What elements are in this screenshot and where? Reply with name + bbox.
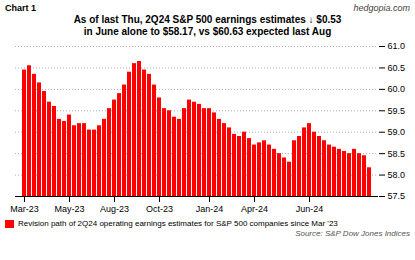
svg-text:57.5: 57.5	[388, 191, 406, 201]
svg-text:60.5: 60.5	[388, 63, 406, 73]
svg-text:59.0: 59.0	[388, 127, 406, 137]
html-text:in June alone to $58.17, vs $6: in June alone to $58.17, vs $60.63 expec…	[83, 26, 332, 37]
svg-text:Mar-23: Mar-23	[10, 204, 39, 214]
html-text:Source: S&P Dow Jones Indices: Source: S&P Dow Jones Indices	[295, 229, 410, 238]
svg-text:Jan-24: Jan-24	[196, 204, 224, 214]
svg-text:Aug-23: Aug-23	[100, 204, 129, 214]
html-text:Revision path of 2Q24 operatin: Revision path of 2Q24 operating earnings…	[18, 219, 338, 228]
svg-text:59.5: 59.5	[388, 106, 406, 116]
html-text:hedgopia.com: hedgopia.com	[353, 3, 410, 13]
svg-text:Jun-24: Jun-24	[296, 204, 324, 214]
svg-text:61.0: 61.0	[388, 41, 406, 51]
svg-text:Apr-24: Apr-24	[241, 204, 268, 214]
html-text:As of last Thu, 2Q24 S&P 500 e: As of last Thu, 2Q24 S&P 500 earnings es…	[73, 14, 342, 25]
svg-text:Oct-23: Oct-23	[146, 204, 173, 214]
svg-text:58.0: 58.0	[388, 170, 406, 180]
svg-text:58.5: 58.5	[388, 149, 406, 159]
svg-text:May-23: May-23	[54, 204, 84, 214]
svg-text:60.0: 60.0	[388, 84, 406, 94]
html-text:Chart 1: Chart 1	[5, 3, 36, 13]
